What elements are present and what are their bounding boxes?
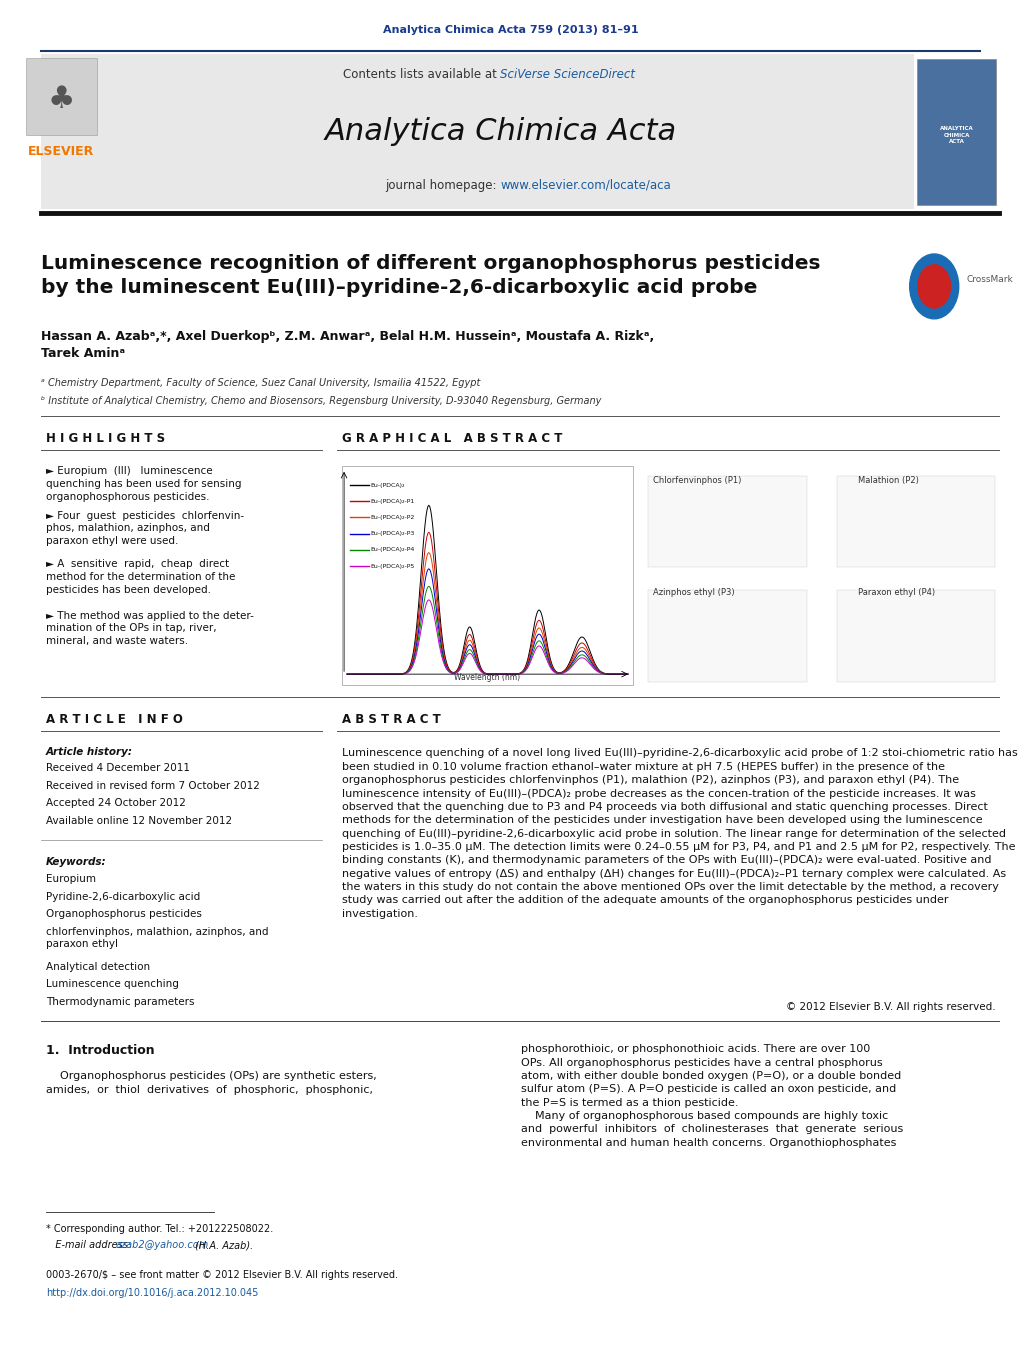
Text: Malathion (P2): Malathion (P2) (858, 476, 919, 485)
Text: A B S T R A C T: A B S T R A C T (342, 713, 441, 727)
Text: Accepted 24 October 2012: Accepted 24 October 2012 (46, 798, 186, 808)
Text: Hassan A. Azabᵃ,*, Axel Duerkopᵇ, Z.M. Anwarᵃ, Belal H.M. Husseinᵃ, Moustafa A. : Hassan A. Azabᵃ,*, Axel Duerkopᵇ, Z.M. A… (41, 330, 654, 359)
Text: Contents lists available at: Contents lists available at (343, 68, 500, 81)
Text: Organophosphorus pesticides: Organophosphorus pesticides (46, 909, 202, 919)
Text: Luminescence quenching of a novel long lived Eu(III)–pyridine-2,6-dicarboxylic a: Luminescence quenching of a novel long l… (342, 748, 1018, 919)
Text: www.elsevier.com/locate/aca: www.elsevier.com/locate/aca (500, 178, 671, 192)
FancyBboxPatch shape (837, 476, 995, 567)
Text: E-mail address:: E-mail address: (46, 1240, 134, 1250)
Text: * Corresponding author. Tel.: +201222508022.: * Corresponding author. Tel.: +201222508… (46, 1224, 274, 1233)
Text: journal homepage:: journal homepage: (385, 178, 500, 192)
Text: phosphorothioic, or phosphonothioic acids. There are over 100
OPs. All organopho: phosphorothioic, or phosphonothioic acid… (521, 1044, 903, 1148)
Text: Received in revised form 7 October 2012: Received in revised form 7 October 2012 (46, 781, 259, 790)
Text: Luminescence quenching: Luminescence quenching (46, 979, 179, 989)
Text: ► Four  guest  pesticides  chlorfenvin-
phos, malathion, azinphos, and
paraxon e: ► Four guest pesticides chlorfenvin- pho… (46, 511, 244, 546)
Text: ANALYTICA
CHIMICA
ACTA: ANALYTICA CHIMICA ACTA (939, 127, 974, 143)
Circle shape (910, 254, 959, 319)
Text: Wavelength (nm): Wavelength (nm) (454, 673, 521, 682)
FancyBboxPatch shape (342, 466, 633, 685)
FancyBboxPatch shape (26, 58, 97, 135)
Text: Analytica Chimica Acta: Analytica Chimica Acta (324, 116, 677, 146)
Text: ► A  sensitive  rapid,  cheap  direct
method for the determination of the
pestic: ► A sensitive rapid, cheap direct method… (46, 559, 235, 594)
Text: Organophosphorus pesticides (OPs) are synthetic esters,
amides,  or  thiol  deri: Organophosphorus pesticides (OPs) are sy… (46, 1071, 377, 1094)
Text: Article history:: Article history: (46, 747, 133, 757)
Text: Azinphos ethyl (P3): Azinphos ethyl (P3) (653, 588, 735, 597)
FancyBboxPatch shape (41, 54, 914, 209)
Text: azab2@yahoo.com: azab2@yahoo.com (115, 1240, 208, 1250)
Text: Eu-(PDCA)₂-P3: Eu-(PDCA)₂-P3 (371, 531, 415, 536)
Text: Analytica Chimica Acta 759 (2013) 81–91: Analytica Chimica Acta 759 (2013) 81–91 (383, 24, 638, 35)
Text: H I G H L I G H T S: H I G H L I G H T S (46, 432, 165, 446)
Text: Luminescence recognition of different organophosphorus pesticides
by the lumines: Luminescence recognition of different or… (41, 254, 820, 297)
Text: ► The method was applied to the deter-
mination of the OPs in tap, river,
minera: ► The method was applied to the deter- m… (46, 611, 254, 646)
FancyBboxPatch shape (648, 476, 807, 567)
Text: Available online 12 November 2012: Available online 12 November 2012 (46, 816, 232, 825)
Text: ► Europium  (III)   luminescence
quenching has been used for sensing
organophosp: ► Europium (III) luminescence quenching … (46, 466, 241, 501)
Text: CrossMark: CrossMark (967, 276, 1014, 284)
Circle shape (918, 265, 951, 308)
Text: ᵃ Chemistry Department, Faculty of Science, Suez Canal University, Ismailia 4152: ᵃ Chemistry Department, Faculty of Scien… (41, 378, 480, 388)
Text: Eu-(PDCA)₂-P5: Eu-(PDCA)₂-P5 (371, 563, 415, 569)
Text: © 2012 Elsevier B.V. All rights reserved.: © 2012 Elsevier B.V. All rights reserved… (786, 1002, 995, 1012)
Text: Pyridine-2,6-dicarboxylic acid: Pyridine-2,6-dicarboxylic acid (46, 892, 200, 901)
Text: SciVerse ScienceDirect: SciVerse ScienceDirect (500, 68, 635, 81)
Text: Eu-(PDCA)₂: Eu-(PDCA)₂ (371, 482, 405, 488)
Text: Keywords:: Keywords: (46, 857, 106, 866)
Text: Thermodynamic parameters: Thermodynamic parameters (46, 997, 194, 1006)
Text: 1.  Introduction: 1. Introduction (46, 1044, 154, 1058)
Text: http://dx.doi.org/10.1016/j.aca.2012.10.045: http://dx.doi.org/10.1016/j.aca.2012.10.… (46, 1288, 258, 1297)
Text: A R T I C L E   I N F O: A R T I C L E I N F O (46, 713, 183, 727)
Text: ᵇ Institute of Analytical Chemistry, Chemo and Biosensors, Regensburg University: ᵇ Institute of Analytical Chemistry, Che… (41, 396, 601, 405)
Text: Eu-(PDCA)₂-P2: Eu-(PDCA)₂-P2 (371, 515, 415, 520)
Text: (H.A. Azab).: (H.A. Azab). (192, 1240, 253, 1250)
Text: Eu-(PDCA)₂-P4: Eu-(PDCA)₂-P4 (371, 547, 415, 553)
Text: 0003-2670/$ – see front matter © 2012 Elsevier B.V. All rights reserved.: 0003-2670/$ – see front matter © 2012 El… (46, 1270, 398, 1279)
Text: ELSEVIER: ELSEVIER (29, 145, 94, 158)
Text: Europium: Europium (46, 874, 96, 884)
Text: Chlorfenvinphos (P1): Chlorfenvinphos (P1) (653, 476, 742, 485)
Text: Paraxon ethyl (P4): Paraxon ethyl (P4) (858, 588, 935, 597)
FancyBboxPatch shape (648, 590, 807, 682)
Text: Received 4 December 2011: Received 4 December 2011 (46, 763, 190, 773)
FancyBboxPatch shape (917, 59, 996, 205)
Text: ♣: ♣ (48, 85, 75, 115)
Text: Eu-(PDCA)₂-P1: Eu-(PDCA)₂-P1 (371, 499, 415, 504)
Text: G R A P H I C A L   A B S T R A C T: G R A P H I C A L A B S T R A C T (342, 432, 563, 446)
FancyBboxPatch shape (837, 590, 995, 682)
Text: Analytical detection: Analytical detection (46, 962, 150, 971)
Text: chlorfenvinphos, malathion, azinphos, and
paraxon ethyl: chlorfenvinphos, malathion, azinphos, an… (46, 927, 269, 950)
